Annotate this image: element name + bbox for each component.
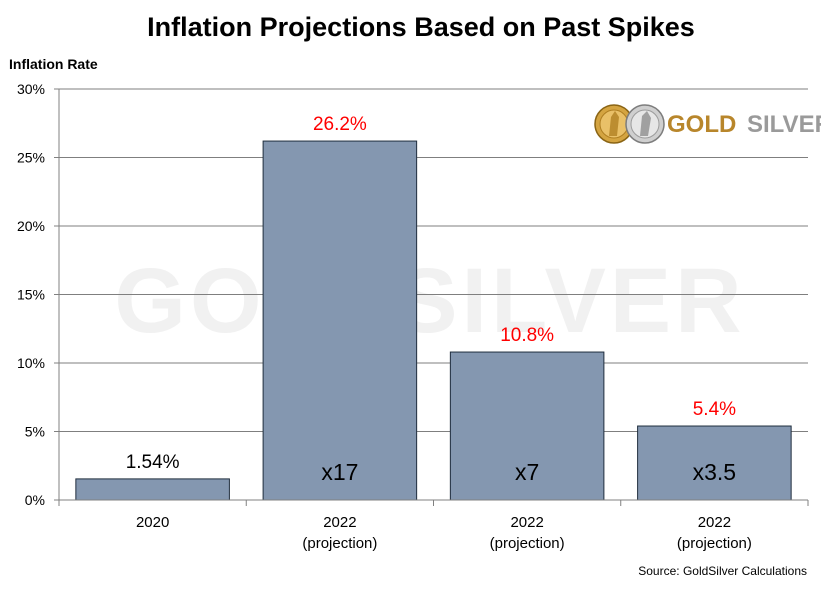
- svg-text:GOLD SILVER ™: GOLD SILVER ™: [667, 111, 821, 138]
- bars: [75, 140, 792, 501]
- bar-value-label: 10.8%: [500, 325, 554, 346]
- bar-multiplier-label: x3.5: [693, 459, 736, 485]
- bar-multiplier-label: x7: [515, 459, 539, 485]
- y-tick-label: 15%: [17, 287, 45, 303]
- bar-multiplier-label: x17: [321, 459, 358, 485]
- data-labels: 1.54% 26.2% x17 10.8% x7 5.4% x3.5: [126, 114, 736, 485]
- y-tick-label: 10%: [17, 355, 45, 371]
- x-axis-categories: 2020 2022 (projection) 2022 (projection) 2022…: [136, 514, 752, 552]
- chart-title: Inflation Projections Based on Past Spik…: [147, 12, 695, 42]
- x-category-label: 2022: [510, 514, 543, 531]
- x-category-label: 2022: [323, 514, 356, 531]
- x-category-label: (projection): [490, 535, 565, 552]
- goldsilver-logo: GOLD SILVER ™: [594, 104, 821, 144]
- source-note: Source: GoldSilver Calculations: [638, 564, 807, 578]
- logo-silver-text: SILVER: [747, 111, 821, 138]
- bar: [637, 425, 792, 501]
- logo-gold-text: GOLD: [667, 111, 736, 138]
- bar: [449, 351, 605, 501]
- x-category-label: (projection): [677, 535, 752, 552]
- x-category-label: 2020: [136, 514, 169, 531]
- bar-value-label: 26.2%: [313, 114, 367, 135]
- y-tick-label: 5%: [25, 424, 45, 440]
- x-category-label: 2022: [698, 514, 731, 531]
- y-tick-label: 0%: [25, 492, 45, 508]
- x-axis-tick-marks: [58, 500, 809, 506]
- y-tick-label: 20%: [17, 218, 45, 234]
- y-tick-label: 30%: [17, 81, 45, 97]
- bar-value-label: 1.54%: [126, 452, 180, 473]
- y-axis-ticks: 0% 5% 10% 15% 20% 25% 30%: [17, 81, 59, 508]
- bar-value-label: 5.4%: [693, 399, 736, 420]
- watermark: GOLDSILVER: [114, 250, 745, 352]
- y-tick-label: 25%: [17, 150, 45, 166]
- x-category-label: (projection): [302, 535, 377, 552]
- y-axis-label: Inflation Rate: [9, 56, 98, 72]
- bar: [262, 140, 418, 501]
- gold-coin-icon: [594, 104, 634, 144]
- silver-coin-icon: [625, 104, 665, 144]
- bar: [75, 478, 230, 501]
